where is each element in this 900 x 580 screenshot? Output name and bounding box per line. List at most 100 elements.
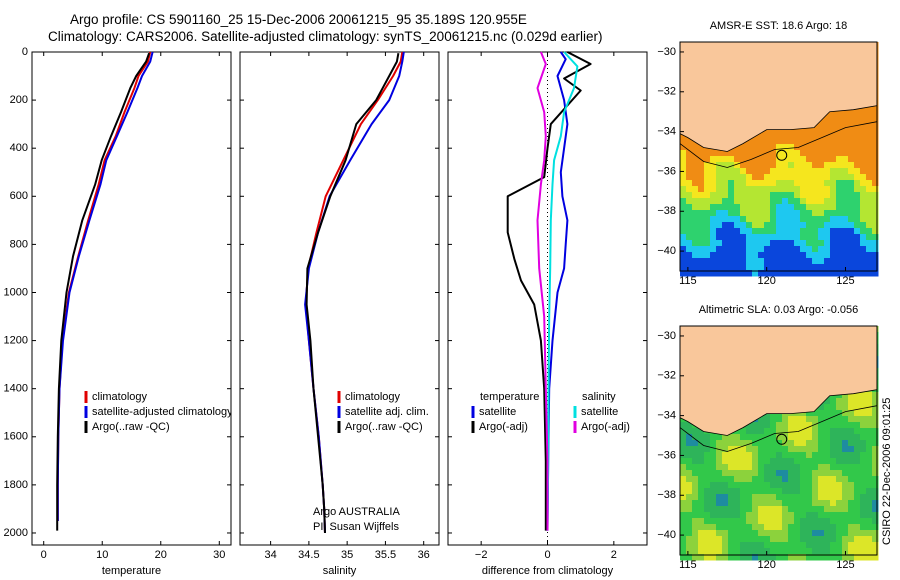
sst-map-cell: [686, 204, 693, 211]
sst-map-cell: [722, 186, 729, 193]
sst-map-cell: [782, 192, 789, 199]
sla-map-cell: [686, 548, 693, 555]
sst-map-cell: [716, 168, 723, 175]
sla-map-cell: [866, 542, 873, 549]
sst-map-cell: [776, 180, 783, 187]
sst-map-cell: [752, 252, 759, 259]
sla-map-cell: [686, 446, 693, 453]
sla-map-cell: [770, 452, 777, 459]
sst-map-contour-line: [679, 121, 878, 168]
sst-map-cell: [860, 270, 867, 277]
sst-map-cell: [836, 228, 843, 235]
sst-map-cell: [704, 222, 711, 229]
sst-map-cell: [806, 150, 813, 157]
sst-map-cell: [806, 132, 813, 139]
sst-map-cell: [728, 222, 735, 229]
sla-map-cell: [728, 542, 735, 549]
sla-map-cell: [800, 536, 807, 543]
sla-map-cell: [776, 446, 783, 453]
sst-map-cell: [686, 210, 693, 217]
sst-map-cell: [770, 234, 777, 241]
sla-map-cell: [746, 458, 753, 465]
sst-map-ytick-label: −40: [657, 245, 676, 257]
sla-map-cell: [752, 428, 759, 435]
sst-map-cell: [764, 132, 771, 139]
sst-map-cell: [830, 180, 837, 187]
sla-map-cell: [806, 512, 813, 519]
temperature-ytick-label: 800: [10, 238, 28, 250]
sla-map-cell: [806, 428, 813, 435]
sst-map-cell: [836, 198, 843, 205]
sla-map-cell: [836, 542, 843, 549]
sla-map-cell: [842, 494, 849, 501]
sst-map-cell: [686, 216, 693, 223]
sst-map-cell: [800, 270, 807, 277]
sla-map-cell: [860, 458, 867, 465]
sla-map-cell: [680, 482, 687, 489]
sla-map-cell: [752, 494, 759, 501]
sla-map-cell: [782, 452, 789, 459]
sst-map-cell: [830, 216, 837, 223]
sst-map-cell: [872, 210, 879, 217]
sla-map-cell: [812, 536, 819, 543]
sst-map-cell: [734, 210, 741, 217]
sla-map-cell: [746, 488, 753, 495]
sla-map-ytick-label: −34: [657, 410, 676, 422]
sla-map-cell: [692, 428, 699, 435]
sst-map-cell: [776, 192, 783, 199]
sst-map-cell: [818, 144, 825, 151]
sla-map-cell: [740, 464, 747, 471]
sla-map-cell: [806, 446, 813, 453]
sst-map-ytick-label: −36: [657, 165, 676, 177]
sst-map-cell: [866, 270, 873, 277]
sla-map-cell: [680, 476, 687, 483]
sst-map-cell: [710, 222, 717, 229]
sla-map-cell: [758, 458, 765, 465]
sst-map-cell: [860, 126, 867, 133]
sla-map-cell: [860, 416, 867, 423]
sla-map-cell: [872, 518, 879, 525]
sst-map-cell: [710, 270, 717, 277]
sla-map-cell: [794, 518, 801, 525]
sst-map-cell: [692, 168, 699, 175]
sst-map-cell: [758, 180, 765, 187]
sla-map-cell: [680, 524, 687, 531]
sla-map-cell: [848, 392, 855, 399]
sla-map-cell: [830, 416, 837, 423]
sst-map-cell: [794, 198, 801, 205]
sst-map-cell: [710, 252, 717, 259]
sst-map-cell: [806, 210, 813, 217]
sst-map-cell: [866, 192, 873, 199]
sst-map-cell: [866, 156, 873, 163]
sst-map-cell: [782, 186, 789, 193]
sla-map-cell: [698, 464, 705, 471]
sst-map-cell: [806, 258, 813, 265]
sla-map-cell: [710, 446, 717, 453]
sst-map-cell: [848, 258, 855, 265]
sla-map-cell: [806, 470, 813, 477]
sst-map-cell: [824, 180, 831, 187]
sst-map-cell: [788, 168, 795, 175]
sst-map-cell: [818, 156, 825, 163]
sla-map-cell: [848, 422, 855, 429]
sla-map-cell: [794, 500, 801, 507]
sst-map-cell: [854, 192, 861, 199]
sst-map-cell: [764, 162, 771, 169]
sst-map-cell: [716, 198, 723, 205]
sla-map-cell: [824, 494, 831, 501]
sla-map-cell: [710, 512, 717, 519]
sst-map-cell: [842, 198, 849, 205]
sst-map-cell: [836, 174, 843, 181]
sst-map-cell: [860, 210, 867, 217]
sla-map-cell: [824, 518, 831, 525]
sla-map-cell: [812, 488, 819, 495]
sst-map-cell: [818, 270, 825, 277]
temperature-xtick-label: 0: [41, 549, 47, 561]
sla-map-cell: [722, 452, 729, 459]
sla-map-cell: [686, 434, 693, 441]
sla-map-cell: [854, 404, 861, 411]
sla-map-cell: [764, 464, 771, 471]
sla-map-cell: [698, 470, 705, 477]
sst-map-cell: [872, 180, 879, 187]
sst-map-cell: [836, 120, 843, 127]
